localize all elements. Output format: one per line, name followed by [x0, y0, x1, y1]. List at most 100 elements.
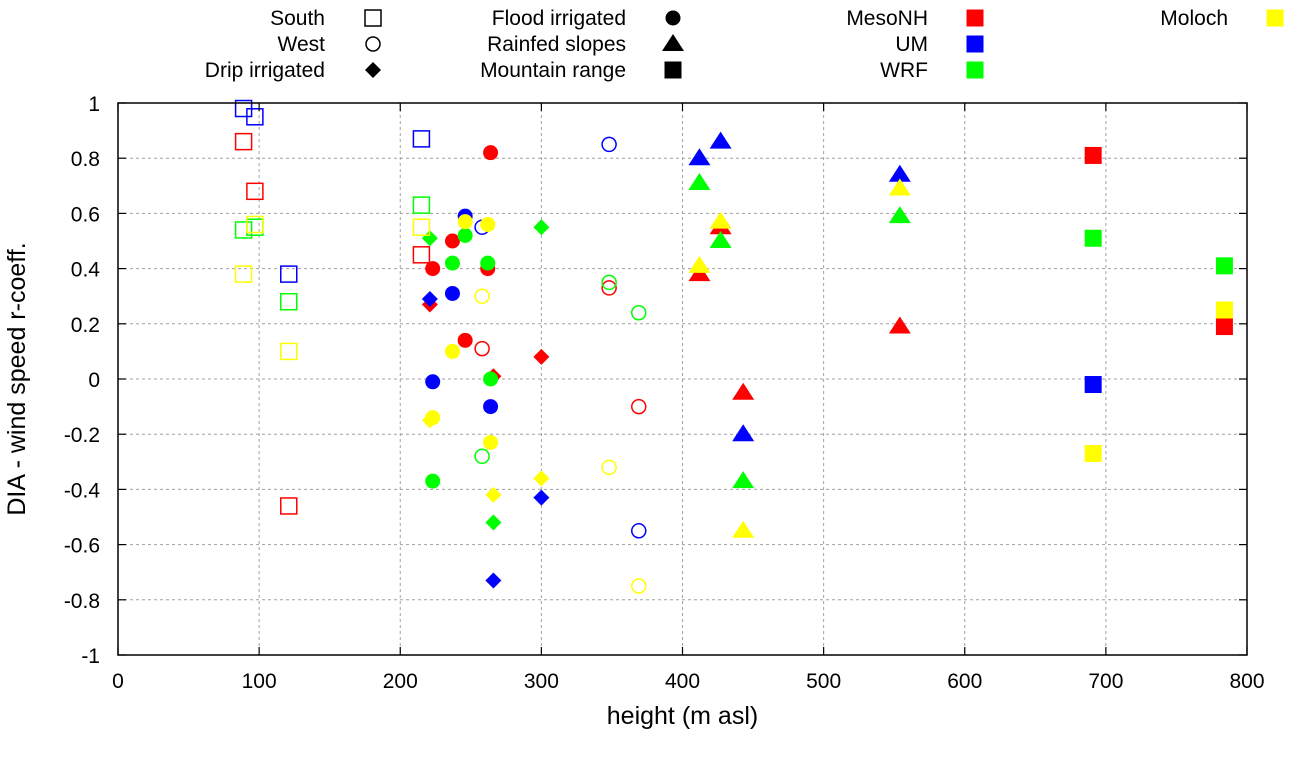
legend: South West Drip irrigated Flood irrigated Ra…	[205, 7, 1284, 82]
data-point-open-square	[412, 218, 431, 236]
data-point-triangle	[888, 206, 911, 224]
data-point-triangle	[888, 178, 911, 196]
data-point-open-circle	[601, 459, 617, 476]
data-point-circle	[444, 233, 460, 249]
data-point-open-square	[246, 215, 264, 234]
data-point-square	[1215, 301, 1233, 319]
data-point-square	[1084, 376, 1102, 394]
x-tick-label: 100	[242, 670, 277, 693]
data-point-open-circle	[631, 398, 647, 415]
x-tick-label: 300	[524, 670, 559, 693]
data-point-circle	[457, 332, 473, 348]
legend-label: Drip irrigated	[205, 59, 325, 82]
x-tick-label: 500	[806, 670, 841, 693]
data-point-circle	[483, 145, 499, 161]
data-point-open-square	[280, 292, 298, 311]
data-point-square	[1215, 257, 1233, 275]
legend-swatch-moloch	[1266, 9, 1284, 27]
data-point-open-circle	[601, 280, 617, 296]
data-point-circle	[457, 214, 473, 230]
legend-label: Rainfed slopes	[487, 33, 626, 56]
data-point-square	[1084, 229, 1102, 247]
data-point-diamond	[533, 219, 550, 236]
data-point-circle	[444, 285, 460, 301]
data-point-diamond	[533, 489, 550, 506]
legend-marker-circle	[665, 10, 681, 26]
data-point-square	[1215, 318, 1233, 336]
legend-label: Flood irrigated	[492, 7, 626, 30]
data-point-open-square	[280, 342, 298, 361]
y-tick-label: -0.4	[64, 479, 101, 502]
legend-marker-open-square	[364, 9, 382, 27]
data-point-triangle	[709, 211, 732, 229]
x-tick-label: 700	[1088, 670, 1123, 693]
y-tick-label: 0.6	[71, 203, 100, 226]
y-tick-label: -0.6	[64, 535, 100, 558]
legend-label: West	[278, 33, 326, 56]
data-point-circle	[444, 343, 460, 359]
y-tick-label: -0.2	[64, 424, 100, 447]
legend-swatch-wrf	[966, 61, 984, 79]
data-point-open-square	[234, 221, 253, 239]
data-point-square	[1084, 445, 1102, 463]
data-point-circle	[480, 216, 496, 232]
data-points	[234, 99, 1233, 594]
grid-lines	[118, 103, 1247, 655]
data-point-open-circle	[474, 448, 490, 465]
data-point-diamond	[421, 290, 438, 307]
legend-swatch-um	[966, 35, 984, 53]
x-tick-label: 0	[112, 670, 124, 693]
series-wrf	[234, 173, 1233, 531]
data-point-diamond	[485, 486, 502, 503]
data-point-circle	[483, 399, 499, 415]
x-tick-label: 800	[1229, 670, 1264, 693]
data-point-open-square	[412, 130, 431, 148]
y-tick-label: 1	[88, 93, 100, 116]
data-point-open-square	[246, 182, 264, 201]
y-tick-label: 0	[88, 369, 100, 392]
legend-label: WRF	[880, 59, 928, 82]
data-point-diamond	[533, 348, 550, 365]
data-point-open-square	[280, 265, 298, 283]
x-tick-label: 200	[383, 670, 418, 693]
data-point-open-circle	[631, 523, 647, 539]
data-point-open-circle	[474, 340, 490, 357]
data-point-circle	[425, 410, 441, 426]
data-point-open-circle	[631, 578, 647, 594]
data-point-open-square	[246, 108, 264, 126]
data-point-open-circle	[631, 305, 647, 321]
x-tick-label: 400	[665, 670, 700, 693]
data-point-diamond	[421, 230, 438, 247]
data-point-open-square	[412, 196, 431, 214]
data-point-circle	[483, 371, 499, 387]
y-tick-label: -1	[81, 645, 100, 668]
data-point-circle	[425, 261, 441, 277]
legend-label: Moloch	[1160, 7, 1228, 30]
legend-marker-open-circle	[365, 36, 381, 52]
data-point-triangle	[709, 131, 732, 149]
x-axis-title: height (m asl)	[607, 702, 758, 730]
data-point-circle	[425, 374, 441, 390]
data-point-open-circle	[474, 288, 490, 304]
data-point-triangle	[732, 520, 755, 538]
data-point-triangle	[732, 382, 755, 400]
data-point-triangle	[688, 255, 711, 273]
data-point-open-square	[280, 497, 298, 515]
x-tick-label: 600	[947, 670, 982, 693]
data-point-triangle	[888, 164, 911, 182]
data-point-open-square	[412, 246, 431, 264]
legend-swatch-mesonh	[966, 9, 984, 27]
data-point-circle	[480, 255, 496, 271]
data-point-square	[1084, 146, 1102, 164]
axis-ticks: -1 -0.8 -0.6 -0.4 -0.2 0 0.2 0.4 0.6 0.8 1 0 100 200 3…	[64, 93, 1265, 693]
data-point-circle	[444, 255, 460, 271]
y-tick-label: 0.8	[71, 148, 100, 171]
legend-label: MesoNH	[846, 7, 928, 30]
data-point-circle	[457, 227, 473, 243]
data-point-open-circle	[601, 274, 617, 291]
data-point-open-square	[234, 132, 253, 151]
y-tick-label: -0.8	[64, 590, 100, 613]
data-point-diamond	[485, 514, 502, 531]
y-tick-label: 0.2	[71, 314, 100, 337]
